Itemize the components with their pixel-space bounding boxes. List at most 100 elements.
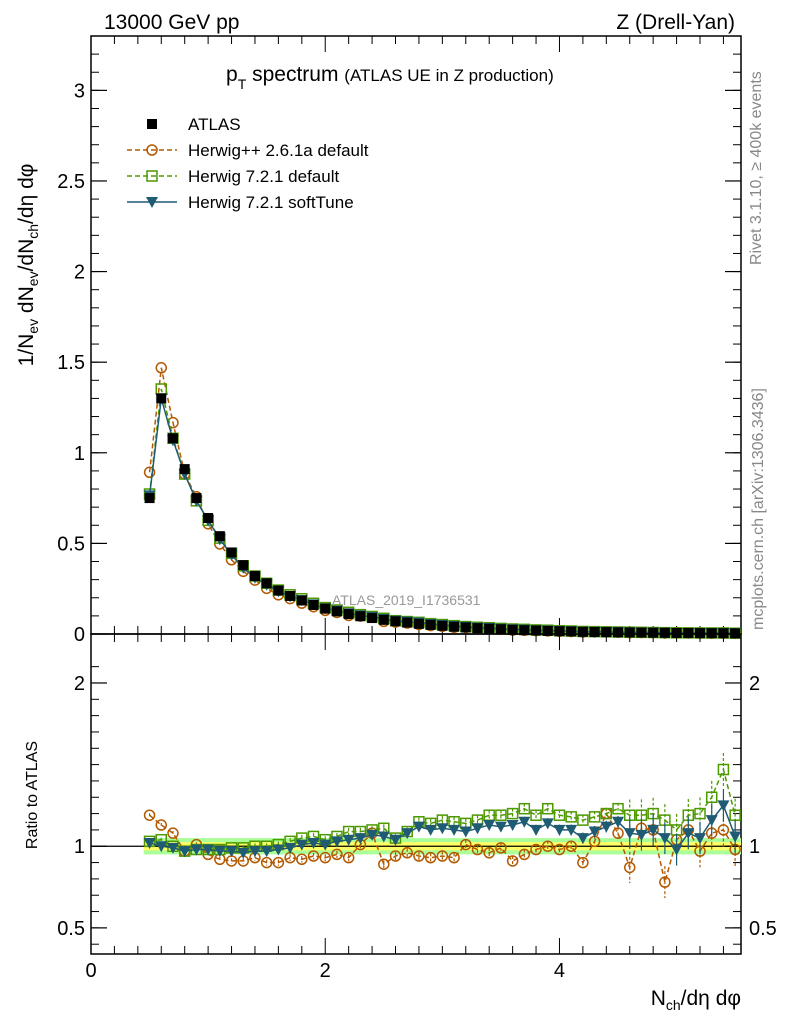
herwigpp-ratio-point (296, 853, 308, 866)
herwig-softtune-ratio-point (342, 834, 355, 846)
atlas-main-point (495, 624, 506, 635)
atlas-main-point (378, 614, 389, 625)
atlas-main-point (320, 603, 331, 614)
ratio-y-tick-label: 1 (74, 836, 85, 858)
ratio-panel: 0.5 0.5 1 1 2 2 0 2 4 Ratio to ATLAS Nch/dη dφ (24, 633, 777, 1013)
ylabel-sub2: ev (25, 271, 41, 286)
herwigpp-ratio-point (331, 848, 343, 861)
herwig-softtune-ratio-point (670, 844, 683, 856)
herwig-softtune-ratio-point (494, 821, 507, 833)
herwig-softtune-ratio-point (705, 815, 718, 827)
herwigpp-ratio-point (436, 850, 449, 862)
herwigpp-ratio-point (389, 850, 402, 862)
y-tick-label: 3 (74, 80, 85, 102)
x-tick-label: 2 (320, 960, 331, 982)
herwig-default-ratio-point (506, 807, 519, 820)
atlas-main-point (191, 493, 202, 504)
herwigpp-ratio-point (448, 851, 460, 864)
ratio-y-tick-label: 2 (74, 673, 85, 695)
herwig-softtune-ratio-point (424, 824, 437, 836)
atlas-main-point (203, 513, 214, 524)
atlas-main-point (413, 618, 424, 629)
atlas-main-point (331, 606, 342, 617)
atlas-main-point (144, 493, 155, 504)
y-tick-label: 2.5 (57, 171, 85, 193)
atlas-main-point (636, 627, 647, 638)
atlas-main-point (472, 623, 483, 634)
herwigpp-ratio-point (577, 856, 589, 869)
herwigpp-ratio-point (623, 861, 636, 874)
atlas-main-point (648, 627, 659, 638)
herwig-softtune-ratio-point (647, 824, 660, 836)
ratio-y-tick-label-right: 1 (749, 836, 760, 858)
herwig-default-ratio-point (600, 807, 613, 820)
ratio-series (143, 753, 742, 899)
y-tick-label: 2 (74, 262, 85, 284)
herwig-default-ratio-line (149, 767, 736, 852)
main-axis-ticks: 0 0.5 1 1.5 2 2.5 3 (57, 36, 741, 646)
title-note: (ATLAS UE in Z production) (344, 66, 553, 85)
herwigpp-ratio-point (659, 876, 671, 888)
atlas-main-point (613, 627, 624, 638)
herwig-softtune-ratio-point (682, 828, 695, 840)
herwig-default-ratio-point (542, 802, 554, 815)
rivet-info: Rivet 3.1.10, ≥ 400k events (748, 71, 765, 265)
ylabel-part1: 1/N (15, 334, 38, 367)
herwig-softtune-ratio-point (178, 846, 191, 858)
herwigpp-ratio-point (378, 858, 390, 870)
herwig-default-ratio-point (577, 814, 589, 826)
mcplots-info: mcplots.cern.ch [arXiv:1306.3436] (750, 388, 767, 630)
herwig-softtune-ratio-point (717, 800, 730, 812)
herwig-softtune-ratio-point (612, 816, 625, 828)
herwigpp-ratio-point (401, 847, 413, 859)
herwig-softtune-ratio-point (635, 829, 648, 841)
legend-marker (146, 197, 158, 208)
x-tick-label: 4 (554, 960, 565, 982)
herwigpp-ratio-point (565, 840, 577, 852)
atlas-main-point (531, 625, 542, 636)
ratio-axis-ticks: 0.5 0.5 1 1 2 2 0 2 4 (57, 634, 777, 982)
y-tick-label: 1 (74, 443, 85, 465)
legend: ATLAS Herwig++ 2.6.1a default Herwig 7.2.1… (127, 115, 369, 212)
atlas-main-point (285, 590, 296, 601)
herwig-softtune-ratio-point (530, 824, 543, 836)
herwig-default-ratio-point (612, 802, 624, 815)
herwig-default-ratio-point (565, 811, 577, 823)
herwigpp-ratio-point (167, 827, 179, 839)
energy-label: 13000 GeV pp (104, 11, 239, 34)
xlabel-sub: ch (666, 997, 681, 1013)
herwig-softtune-ratio-point (190, 844, 203, 856)
atlas-main-point (273, 585, 284, 596)
analysis-watermark: ATLAS_2019_I1736531 (332, 592, 481, 608)
y-tick-label: 1.5 (57, 352, 85, 374)
herwig-softtune-ratio-point (729, 831, 742, 843)
herwigpp-ratio-point (143, 809, 156, 821)
herwigpp-ratio-point (342, 851, 355, 864)
x-tick-label: 0 (85, 960, 96, 982)
legend-label: Herwig 7.2.1 default (188, 167, 339, 186)
herwigpp-ratio-point (424, 851, 437, 864)
herwig-softtune-ratio-point (143, 837, 156, 849)
x-axis-label: Nch/dη dφ (651, 987, 741, 1013)
y-tick-label: 0 (74, 624, 85, 646)
herwig-softtune-ratio-point (694, 833, 707, 845)
atlas-main-point (624, 627, 635, 638)
atlas-main-point (683, 628, 694, 639)
ratio-ylabel: Ratio to ATLAS (24, 741, 41, 849)
herwig-softtune-ratio-point (448, 824, 461, 836)
main-series (143, 362, 742, 640)
herwig-softtune-ratio-point (541, 818, 554, 830)
legend-marker (146, 170, 158, 182)
herwigpp-ratio-point (717, 824, 730, 836)
herwigpp-main-point (155, 362, 168, 374)
atlas-main-point (425, 619, 436, 630)
herwig-softtune-ratio-point (366, 829, 379, 841)
main-ylabel: 1/Nev dNev/dNch/dη dφ (15, 164, 41, 367)
herwig-default-ratio-point (530, 809, 542, 821)
herwig-softtune-ratio-point (260, 846, 273, 858)
herwig-softtune-ratio-point (295, 839, 308, 851)
herwigpp-ratio-point (612, 827, 624, 839)
herwig-softtune-ratio-point (377, 831, 390, 843)
atlas-main-point (355, 611, 366, 622)
y-tick-label: 0.5 (57, 533, 85, 555)
